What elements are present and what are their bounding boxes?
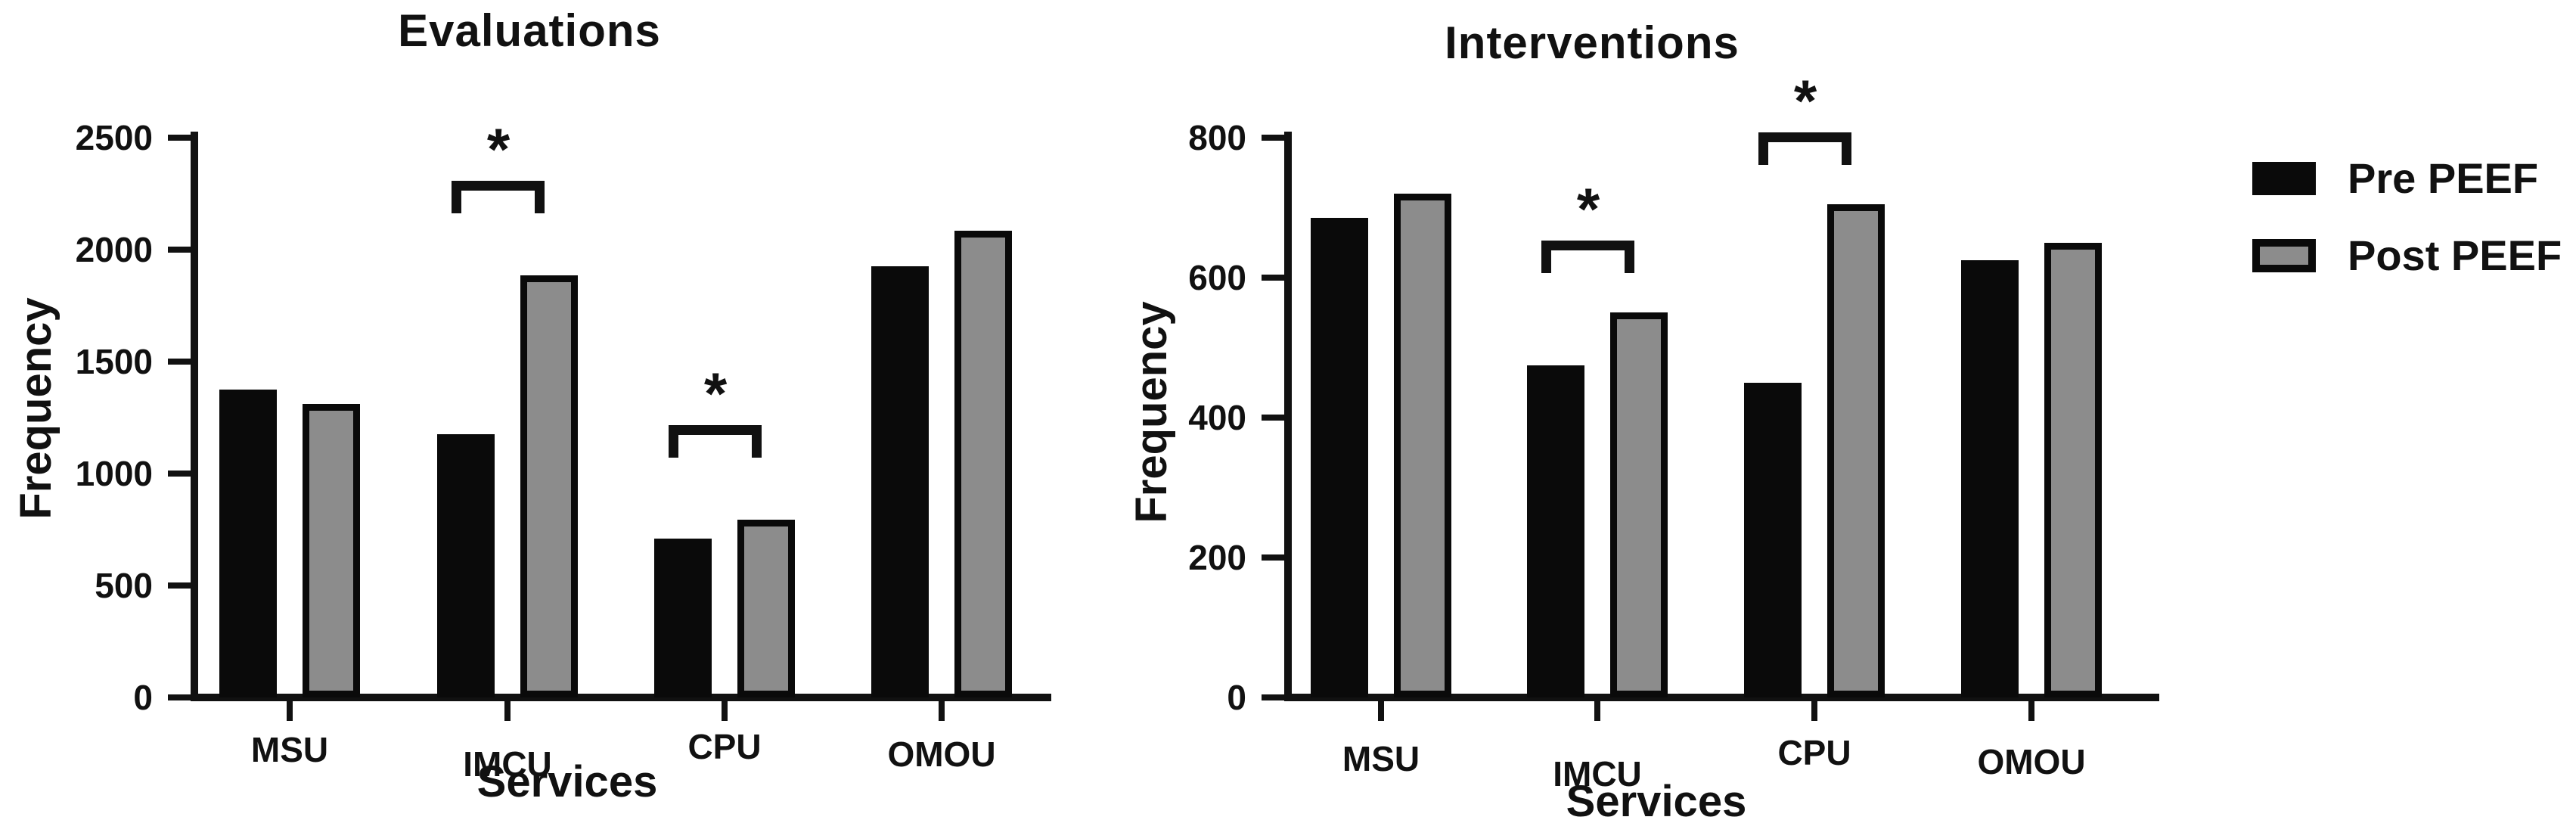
x-tick-label-interventions-imcu: IMCU: [1553, 754, 1642, 794]
significance-bracket-evaluations-cpu: [669, 424, 762, 458]
x-tick-label-interventions-msu: MSU: [1342, 739, 1420, 778]
bar-pre-interventions-msu: [1311, 218, 1368, 697]
significance-bracket-interventions-imcu: [1541, 241, 1634, 274]
bar-pre-evaluations-cpu: [654, 539, 712, 697]
x-tick-evaluations-cpu: [722, 701, 728, 721]
y-tick-evaluations-0: [168, 694, 191, 700]
y-tick-evaluations-1000: [168, 471, 191, 477]
bar-post-evaluations-msu: [303, 404, 360, 697]
legend: Pre PEEF Post PEEF: [2252, 156, 2576, 322]
significance-star-interventions-imcu: *: [1576, 175, 1600, 243]
bar-pre-interventions-imcu: [1527, 365, 1584, 697]
y-tick-interventions-600: [1262, 275, 1284, 281]
bar-post-interventions-imcu: [1610, 312, 1668, 697]
y-tick-label-evaluations-500: 500: [95, 566, 153, 605]
y-tick-interventions-800: [1262, 135, 1284, 141]
x-tick-evaluations-omou: [939, 701, 945, 721]
y-tick-evaluations-1500: [168, 359, 191, 365]
chart-title-evaluations: Evaluations: [398, 5, 661, 56]
y-tick-interventions-0: [1262, 694, 1284, 700]
bar-pre-interventions-omou: [1961, 260, 2019, 697]
y-tick-label-evaluations-1000: 1000: [75, 454, 153, 493]
bar-pre-evaluations-omou: [871, 266, 929, 697]
y-tick-evaluations-500: [168, 582, 191, 589]
bar-post-evaluations-omou: [954, 231, 1012, 697]
x-axis-evaluations: [191, 694, 1051, 701]
significance-bracket-interventions-cpu: [1758, 132, 1851, 165]
y-tick-label-evaluations-2500: 2500: [75, 118, 153, 157]
significance-star-evaluations-cpu: *: [703, 359, 728, 427]
legend-swatch-pre-peef: [2252, 162, 2316, 195]
y-tick-label-interventions-800: 800: [1188, 118, 1246, 157]
legend-label-pre-peef: Pre PEEF: [2348, 154, 2539, 202]
y-axis-evaluations: [191, 132, 198, 701]
y-tick-label-interventions-400: 400: [1188, 398, 1246, 437]
significance-star-evaluations-imcu: *: [486, 116, 511, 183]
y-tick-interventions-200: [1262, 554, 1284, 561]
chart-title-interventions: Interventions: [1445, 17, 1740, 68]
x-tick-interventions-omou: [2028, 701, 2034, 721]
bar-post-evaluations-imcu: [520, 275, 578, 697]
x-tick-interventions-cpu: [1811, 701, 1817, 721]
x-tick-label-evaluations-imcu: IMCU: [463, 744, 552, 784]
x-tick-interventions-imcu: [1594, 701, 1600, 721]
y-tick-interventions-400: [1262, 415, 1284, 421]
x-tick-label-evaluations-omou: OMOU: [887, 735, 996, 774]
x-axis-label-evaluations: Services: [476, 757, 658, 806]
x-axis-label-interventions: Services: [1566, 777, 1747, 820]
x-axis-interventions: [1284, 694, 2159, 701]
x-tick-interventions-msu: [1378, 701, 1384, 721]
x-tick-label-evaluations-cpu: CPU: [687, 727, 762, 766]
bar-pre-evaluations-imcu: [437, 434, 495, 697]
x-tick-label-evaluations-msu: MSU: [250, 730, 329, 769]
bar-post-interventions-msu: [1394, 194, 1451, 697]
bar-post-interventions-omou: [2044, 243, 2102, 697]
y-tick-evaluations-2000: [168, 247, 191, 253]
x-tick-evaluations-imcu: [504, 701, 511, 721]
y-tick-evaluations-2500: [168, 135, 191, 141]
x-tick-label-interventions-cpu: CPU: [1777, 733, 1851, 772]
y-tick-label-evaluations-0: 0: [133, 678, 153, 717]
y-tick-label-interventions-0: 0: [1227, 678, 1246, 717]
y-tick-label-evaluations-1500: 1500: [75, 342, 153, 381]
bar-pre-evaluations-msu: [219, 390, 277, 697]
legend-swatch-post-peef: [2252, 239, 2316, 272]
legend-label-post-peef: Post PEEF: [2348, 231, 2562, 279]
significance-bracket-evaluations-imcu: [452, 181, 545, 214]
significance-star-interventions-cpu: *: [1793, 67, 1817, 134]
x-tick-evaluations-msu: [287, 701, 293, 721]
y-axis-interventions: [1284, 132, 1292, 701]
y-tick-label-interventions-600: 600: [1188, 258, 1246, 297]
y-tick-label-evaluations-2000: 2000: [75, 230, 153, 269]
bar-post-evaluations-cpu: [737, 520, 795, 697]
x-tick-label-interventions-omou: OMOU: [1977, 742, 2086, 781]
y-tick-label-interventions-200: 200: [1188, 538, 1246, 577]
bar-pre-interventions-cpu: [1744, 383, 1802, 697]
bar-post-interventions-cpu: [1827, 204, 1885, 697]
